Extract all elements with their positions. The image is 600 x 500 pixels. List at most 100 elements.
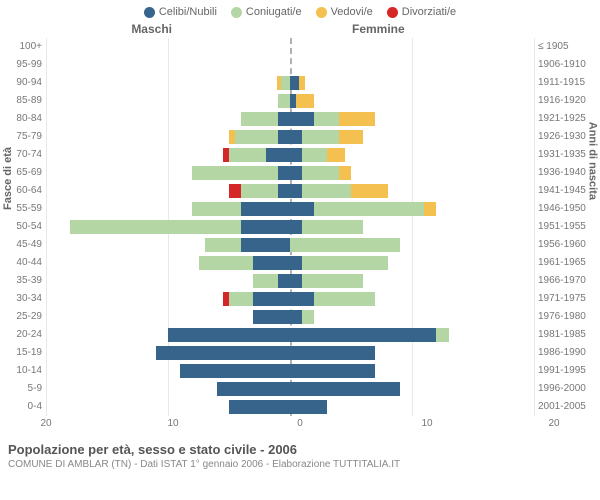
x-tick: 10 [421,418,432,429]
bar-segment-con [436,328,448,342]
pyramid-row [46,326,534,344]
legend-item: Divorziati/e [387,6,456,18]
birth-label: 1976-1980 [538,308,596,326]
bar-segment-con [302,130,339,144]
bar-segment-con [241,184,278,198]
age-label: 40-44 [4,254,42,272]
bar-segment-con [302,166,339,180]
pyramid-row [46,92,534,110]
pyramid-row [46,362,534,380]
bar-segment-cel [290,328,436,342]
male-half [46,218,290,236]
bar-segment-cel [290,382,400,396]
legend-swatch [144,7,155,18]
pyramid-row [46,164,534,182]
bar-segment-ved [339,112,376,126]
grid-line [534,38,535,416]
legend-swatch [387,7,398,18]
pyramid-row [46,344,534,362]
age-label: 5-9 [4,380,42,398]
male-half [46,92,290,110]
age-label: 25-29 [4,308,42,326]
bar-segment-con [302,220,363,234]
male-half [46,290,290,308]
bar-segment-con [278,94,290,108]
female-half [290,110,534,128]
bar-segment-cel [156,346,290,360]
bar-segment-cel [290,166,302,180]
birth-label: 1981-1985 [538,326,596,344]
bar-segment-cel [168,328,290,342]
legend-item: Celibi/Nubili [144,6,217,18]
female-half [290,146,534,164]
bar-segment-con [241,112,278,126]
female-half [290,326,534,344]
bar-segment-con [290,238,400,252]
female-half [290,182,534,200]
bar-segment-ved [339,130,363,144]
header-female: Femmine [262,22,600,36]
age-label: 85-89 [4,92,42,110]
male-half [46,236,290,254]
pyramid-rows [46,38,534,416]
gender-headers: Maschi Femmine [0,18,600,38]
female-half [290,56,534,74]
legend-item: Coniugati/e [231,6,302,18]
pyramid-row [46,218,534,236]
y-labels-age: 100+95-9990-9485-8980-8475-7970-7465-696… [4,38,46,416]
bar-segment-ved [296,94,314,108]
legend-label: Celibi/Nubili [159,6,217,18]
age-label: 75-79 [4,128,42,146]
female-half [290,74,534,92]
female-half [290,218,534,236]
female-half [290,236,534,254]
female-half [290,254,534,272]
bar-segment-con [314,112,338,126]
pyramid-row [46,128,534,146]
bar-segment-con [302,256,387,270]
pyramid-row [46,56,534,74]
female-half [290,164,534,182]
bar-segment-con [229,148,266,162]
pyramid-row [46,182,534,200]
bar-segment-con [192,202,241,216]
legend: Celibi/Nubili Coniugati/e Vedovi/e Divorzia… [0,0,600,18]
legend-label: Vedovi/e [331,6,373,18]
bar-segment-cel [241,238,290,252]
age-label: 10-14 [4,362,42,380]
legend-swatch [231,7,242,18]
age-label: 15-19 [4,344,42,362]
x-tick: 20 [548,418,559,429]
bar-segment-cel [253,310,290,324]
x-tick: 20 [40,418,51,429]
bar-segment-cel [290,310,302,324]
bar-segment-cel [290,184,302,198]
birth-label: 1951-1955 [538,218,596,236]
age-label: 20-24 [4,326,42,344]
bar-segment-con [199,256,254,270]
pyramid-row [46,398,534,416]
male-half [46,38,290,56]
bar-segment-con [253,274,277,288]
male-half [46,254,290,272]
female-half [290,92,534,110]
female-half [290,380,534,398]
bar-segment-cel [290,256,302,270]
birth-label: 1966-1970 [538,272,596,290]
bar-segment-cel [290,292,314,306]
pyramid-row [46,74,534,92]
legend-item: Vedovi/e [316,6,373,18]
age-label: 95-99 [4,56,42,74]
male-half [46,164,290,182]
male-half [46,362,290,380]
male-half [46,272,290,290]
age-label: 90-94 [4,74,42,92]
pyramid-row [46,236,534,254]
female-half [290,38,534,56]
age-label: 80-84 [4,110,42,128]
bar-segment-cel [253,292,290,306]
birth-label: 1986-1990 [538,344,596,362]
bar-segment-cel [278,112,290,126]
pyramid-row [46,110,534,128]
bar-segment-cel [290,202,314,216]
